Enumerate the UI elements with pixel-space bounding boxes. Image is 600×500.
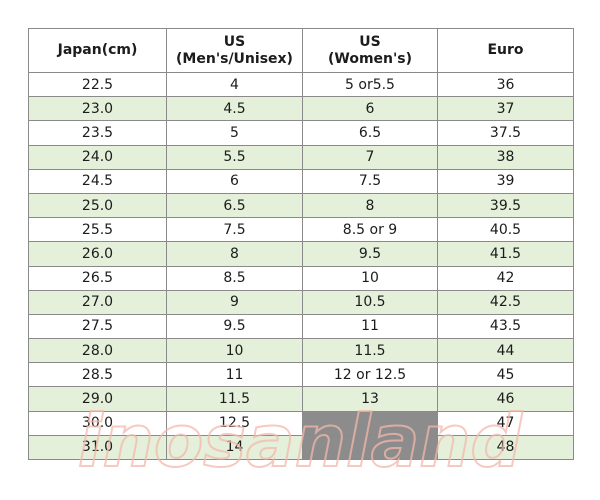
cell-us-mens-unisex: 9 (166, 289, 303, 315)
cell-us-mens-unisex: 6 (166, 168, 303, 194)
cell-us-womens: 11.5 (302, 338, 438, 364)
table-body: 22.5 4 5 or5.5 36 23.0 4.5 6 37 23.5 5 6.5 37.5 24.0… (28, 71, 574, 461)
cell-euro: 42 (437, 265, 574, 291)
cell-japan-cm: 25.5 (28, 217, 167, 243)
cell-us-mens-unisex: 11 (166, 362, 303, 388)
header-us-mens-line1: US (223, 33, 246, 50)
cell-japan-cm: 24.0 (28, 144, 167, 170)
cell-us-mens-unisex: 5.5 (166, 144, 303, 170)
cell-euro: 38 (437, 144, 574, 170)
table-row: 26.0 8 9.5 41.5 (28, 241, 574, 267)
cell-euro: 37 (437, 96, 574, 122)
cell-us-womens: 8.5 or 9 (302, 217, 438, 243)
table-row: 25.0 6.5 8 39.5 (28, 192, 574, 219)
cell-us-mens-unisex: 7.5 (166, 217, 303, 243)
cell-euro: 46 (437, 386, 574, 412)
cell-japan-cm: 27.5 (28, 313, 167, 340)
table-row: 23.5 5 6.5 37.5 (28, 120, 574, 146)
header-us-womens-line2: (Women's) (327, 50, 413, 67)
header-japan-cm-label: Japan(cm) (57, 42, 138, 58)
cell-euro: 39.5 (437, 192, 574, 219)
cell-us-mens-unisex: 5 (166, 120, 303, 146)
cell-euro: 36 (437, 71, 574, 98)
header-us-mens-line2: (Men's/Unisex) (176, 50, 293, 67)
cell-japan-cm: 24.5 (28, 168, 167, 194)
cell-us-mens-unisex: 4.5 (166, 96, 303, 122)
size-conversion-table: Japan(cm) US (Men's/Unisex) US (Women's)… (28, 28, 574, 461)
cell-euro: 40.5 (437, 217, 574, 243)
cell-us-womens: 7 (302, 144, 438, 170)
table-row: 24.0 5.5 7 38 (28, 144, 574, 170)
cell-japan-cm: 23.0 (28, 96, 167, 122)
cell-us-mens-unisex: 14 (166, 434, 303, 461)
cell-us-womens: 6.5 (302, 120, 438, 146)
table-row: 31.0 14 48 (28, 434, 574, 461)
cell-us-womens: 9.5 (302, 241, 438, 267)
cell-us-mens-unisex: 6.5 (166, 192, 303, 219)
cell-euro: 39 (437, 168, 574, 194)
cell-us-mens-unisex: 12.5 (166, 410, 303, 436)
header-row: Japan(cm) US (Men's/Unisex) US (Women's)… (28, 28, 574, 73)
cell-us-mens-unisex: 9.5 (166, 313, 303, 340)
cell-us-womens: 5 or5.5 (302, 71, 438, 98)
cell-us-mens-unisex: 11.5 (166, 386, 303, 412)
cell-us-mens-unisex: 4 (166, 71, 303, 98)
cell-japan-cm: 25.0 (28, 192, 167, 219)
cell-us-womens: 7.5 (302, 168, 438, 194)
cell-euro: 48 (437, 434, 574, 461)
cell-japan-cm: 26.5 (28, 265, 167, 291)
table-row: 22.5 4 5 or5.5 36 (28, 71, 574, 98)
header-euro-label: Euro (487, 42, 524, 58)
cell-us-womens: 11 (302, 313, 438, 340)
cell-us-mens-unisex: 10 (166, 338, 303, 364)
cell-japan-cm: 27.0 (28, 289, 167, 315)
cell-japan-cm: 22.5 (28, 71, 167, 98)
cell-euro: 41.5 (437, 241, 574, 267)
table-row: 30.0 12.5 47 (28, 410, 574, 436)
cell-us-womens: 10.5 (302, 289, 438, 315)
cell-euro: 43.5 (437, 313, 574, 340)
cell-japan-cm: 23.5 (28, 120, 167, 146)
table-row: 25.5 7.5 8.5 or 9 40.5 (28, 217, 574, 243)
header-us-womens-line1: US (359, 33, 381, 50)
cell-us-womens: 12 or 12.5 (302, 362, 438, 388)
table-row: 24.5 6 7.5 39 (28, 168, 574, 194)
cell-euro: 47 (437, 410, 574, 436)
cell-japan-cm: 29.0 (28, 386, 167, 412)
cell-us-womens: 8 (302, 192, 438, 219)
header-us-womens: US (Women's) (302, 28, 438, 73)
cell-us-mens-unisex: 8 (166, 241, 303, 267)
cell-euro: 37.5 (437, 120, 574, 146)
table-row: 27.5 9.5 11 43.5 (28, 313, 574, 340)
cell-us-womens (302, 410, 438, 436)
cell-us-womens: 10 (302, 265, 438, 291)
cell-euro: 45 (437, 362, 574, 388)
cell-japan-cm: 30.0 (28, 410, 167, 436)
table-row: 27.0 9 10.5 42.5 (28, 289, 574, 315)
cell-us-womens: 13 (302, 386, 438, 412)
table-row: 23.0 4.5 6 37 (28, 96, 574, 122)
cell-us-mens-unisex: 8.5 (166, 265, 303, 291)
table-row: 26.5 8.5 10 42 (28, 265, 574, 291)
cell-japan-cm: 28.0 (28, 338, 167, 364)
cell-us-womens (302, 434, 438, 461)
header-euro: Euro (437, 28, 574, 73)
header-japan-cm: Japan(cm) (28, 28, 167, 73)
header-us-mens-unisex: US (Men's/Unisex) (166, 28, 303, 73)
table-row: 29.0 11.5 13 46 (28, 386, 574, 412)
cell-us-womens: 6 (302, 96, 438, 122)
cell-euro: 42.5 (437, 289, 574, 315)
size-chart: Japan(cm) US (Men's/Unisex) US (Women's)… (28, 28, 574, 461)
cell-euro: 44 (437, 338, 574, 364)
cell-japan-cm: 28.5 (28, 362, 167, 388)
cell-japan-cm: 31.0 (28, 434, 167, 461)
table-row: 28.5 11 12 or 12.5 45 (28, 362, 574, 388)
cell-japan-cm: 26.0 (28, 241, 167, 267)
table-row: 28.0 10 11.5 44 (28, 338, 574, 364)
